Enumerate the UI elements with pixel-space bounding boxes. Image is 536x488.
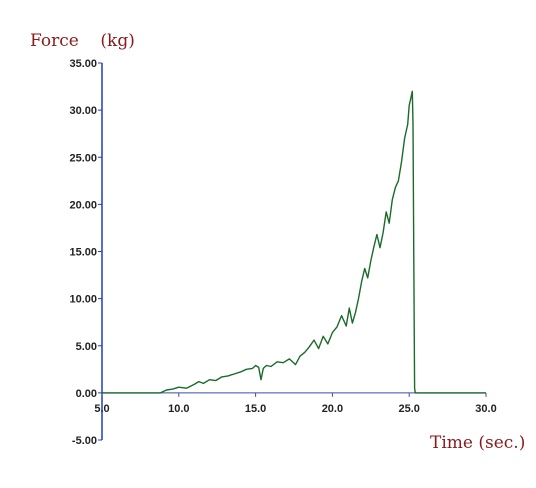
y-tick-label: 25.00 <box>69 152 97 164</box>
y-tick-label: 15.00 <box>69 247 97 259</box>
x-axis-label: Time (sec.) <box>430 433 525 453</box>
y-axis-label: Force (kg) <box>30 31 135 51</box>
x-tick-label: 20.0 <box>322 403 343 415</box>
x-tick-label: 30.0 <box>475 403 496 415</box>
y-tick-label: 30.00 <box>69 105 97 117</box>
x-tick-label: 15.0 <box>245 403 266 415</box>
series-line <box>102 90 486 394</box>
y-tick-label: 20.00 <box>69 199 97 211</box>
y-tick-label: -5.00 <box>72 435 97 447</box>
y-tick-label: 10.00 <box>69 294 97 306</box>
x-tick-label: 10.0 <box>168 403 189 415</box>
y-tick-label: 35.00 <box>69 58 97 70</box>
x-tick-label: 5.0 <box>94 403 109 415</box>
y-tick-label: 0.00 <box>76 388 97 400</box>
ticks-group: -5.00 0.00 5.00 10.00 15.00 20.00 25.00 30.00 35… <box>69 58 496 447</box>
x-tick-label: 25.0 <box>398 403 419 415</box>
axes-group <box>101 63 486 440</box>
plot-area <box>102 90 486 394</box>
y-tick-label: 5.00 <box>76 341 97 353</box>
